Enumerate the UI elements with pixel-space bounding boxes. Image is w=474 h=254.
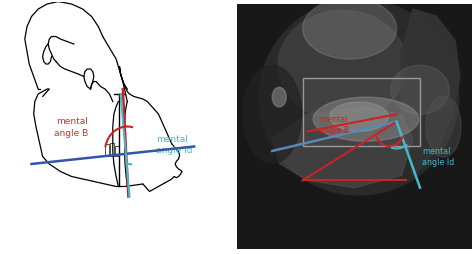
Ellipse shape <box>391 66 449 115</box>
Text: mental
angle Id: mental angle Id <box>422 146 455 166</box>
Polygon shape <box>272 107 413 188</box>
Ellipse shape <box>426 97 461 157</box>
Bar <box>303 78 420 147</box>
Bar <box>303 78 420 147</box>
Text: mental
angle Id: mental angle Id <box>156 134 193 154</box>
Ellipse shape <box>243 66 301 164</box>
Text: mental
angle B: mental angle B <box>55 117 89 137</box>
Text: mental
angle B: mental angle B <box>319 115 349 135</box>
Ellipse shape <box>272 88 286 107</box>
Ellipse shape <box>330 103 388 132</box>
Ellipse shape <box>313 98 419 142</box>
Polygon shape <box>401 10 460 176</box>
Ellipse shape <box>303 0 397 60</box>
Ellipse shape <box>278 11 407 121</box>
Ellipse shape <box>259 0 459 195</box>
